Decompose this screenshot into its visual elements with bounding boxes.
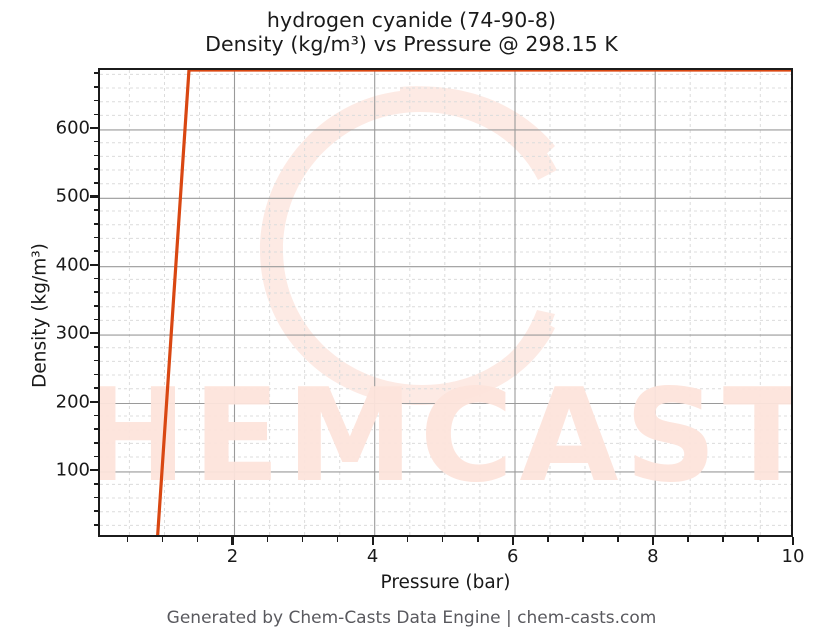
y-axis-major-tick [90, 468, 98, 472]
grid-minor-vertical [128, 70, 761, 535]
x-axis-minor-tick [722, 537, 724, 542]
y-axis-tick-label: 200 [55, 391, 90, 413]
x-axis-minor-tick [196, 537, 199, 542]
y-axis-minor-tick [93, 387, 98, 389]
chart-title-line-2: Density (kg/m³) vs Pressure @ 298.15 K [205, 32, 618, 57]
y-axis-minor-tick [93, 455, 98, 458]
y-axis-tick-label: 400 [55, 254, 90, 276]
y-axis-minor-tick [93, 428, 98, 430]
x-axis-major-tick [371, 537, 374, 545]
y-axis-minor-tick [93, 373, 98, 376]
grid-major-vertical [233, 70, 656, 535]
x-axis-minor-tick [757, 537, 759, 542]
x-axis-major-tick [231, 537, 234, 545]
x-axis-major-tick [511, 537, 514, 545]
y-axis-minor-tick [93, 346, 98, 348]
x-axis-major-tick [791, 537, 795, 545]
chart-title-line-1: hydrogen cyanide (74-90-8) [266, 8, 557, 32]
x-axis-minor-tick [476, 537, 479, 542]
grid-minor-horizontal [100, 73, 791, 526]
y-axis-minor-tick [93, 496, 98, 499]
chart-title: hydrogen cyanide (74-90-8) Density (kg/m… [0, 8, 823, 56]
y-axis-minor-tick [93, 305, 98, 307]
watermark-wordmark: CHEMCASTS [100, 362, 793, 511]
plot-canvas: CHEMCASTS [100, 70, 793, 535]
x-axis-tick-label: 8 [647, 546, 659, 567]
y-axis-minor-tick [93, 113, 98, 116]
x-axis-minor-tick [582, 537, 584, 542]
grid-major-horizontal [100, 129, 791, 473]
x-axis-tick-label: 6 [507, 546, 519, 567]
y-axis-minor-tick [93, 441, 98, 444]
x-axis-minor-tick [161, 537, 164, 542]
brushstroke-c-logo-icon [260, 86, 557, 405]
y-axis-minor-tick [93, 140, 98, 143]
y-axis-minor-tick [93, 181, 98, 184]
x-axis-minor-tick [336, 537, 339, 542]
x-axis-minor-tick [301, 537, 304, 542]
x-axis-minor-tick [441, 537, 444, 542]
y-axis-minor-tick [93, 99, 98, 102]
y-axis-tick-labels: 100 200 300 400 500 600 [12, 0, 90, 644]
y-axis-minor-tick [93, 482, 98, 485]
y-axis-major-tick [90, 332, 98, 335]
x-axis-tick-label: 4 [366, 546, 379, 567]
y-axis-major-tick [90, 126, 98, 130]
y-axis-minor-tick [93, 236, 98, 239]
y-axis-tick-label: 500 [55, 185, 90, 207]
x-axis-minor-tick [687, 537, 689, 542]
x-axis-minor-tick [546, 537, 549, 542]
y-axis-minor-tick [93, 318, 98, 321]
y-axis-minor-tick [93, 510, 98, 512]
y-axis-minor-tick [93, 209, 98, 211]
x-axis-tick-label: 2 [226, 546, 239, 567]
footer-credit: Generated by Chem-Casts Data Engine | ch… [166, 608, 657, 628]
x-axis-minor-tick [266, 537, 269, 542]
y-axis-minor-tick [93, 86, 98, 88]
y-axis-tick-label: 600 [55, 117, 90, 139]
y-axis-major-tick [90, 195, 98, 198]
x-axis-minor-tick [617, 537, 619, 542]
y-axis-minor-tick [93, 291, 98, 293]
y-axis-minor-tick [93, 524, 98, 526]
x-axis-tick-label: 10 [781, 546, 805, 567]
y-axis-minor-tick [93, 168, 98, 170]
y-axis-major-tick [90, 400, 98, 403]
y-axis-tick-label: 100 [55, 459, 90, 481]
x-axis-label: Pressure (bar) [380, 572, 511, 593]
y-axis-minor-tick [93, 250, 98, 252]
plot-area: CHEMCASTS [98, 68, 793, 537]
y-axis-minor-tick [93, 154, 98, 157]
x-axis-minor-tick [126, 537, 129, 542]
y-axis-minor-tick [93, 72, 98, 75]
y-axis-tick-label: 300 [55, 322, 90, 344]
y-axis-minor-tick [93, 414, 98, 417]
y-axis-minor-tick [93, 359, 98, 362]
y-axis-minor-tick [93, 222, 98, 225]
y-axis-minor-tick [93, 277, 98, 280]
x-axis-major-tick [651, 537, 654, 545]
x-axis-minor-tick [406, 537, 409, 542]
y-axis-major-tick [90, 263, 98, 266]
